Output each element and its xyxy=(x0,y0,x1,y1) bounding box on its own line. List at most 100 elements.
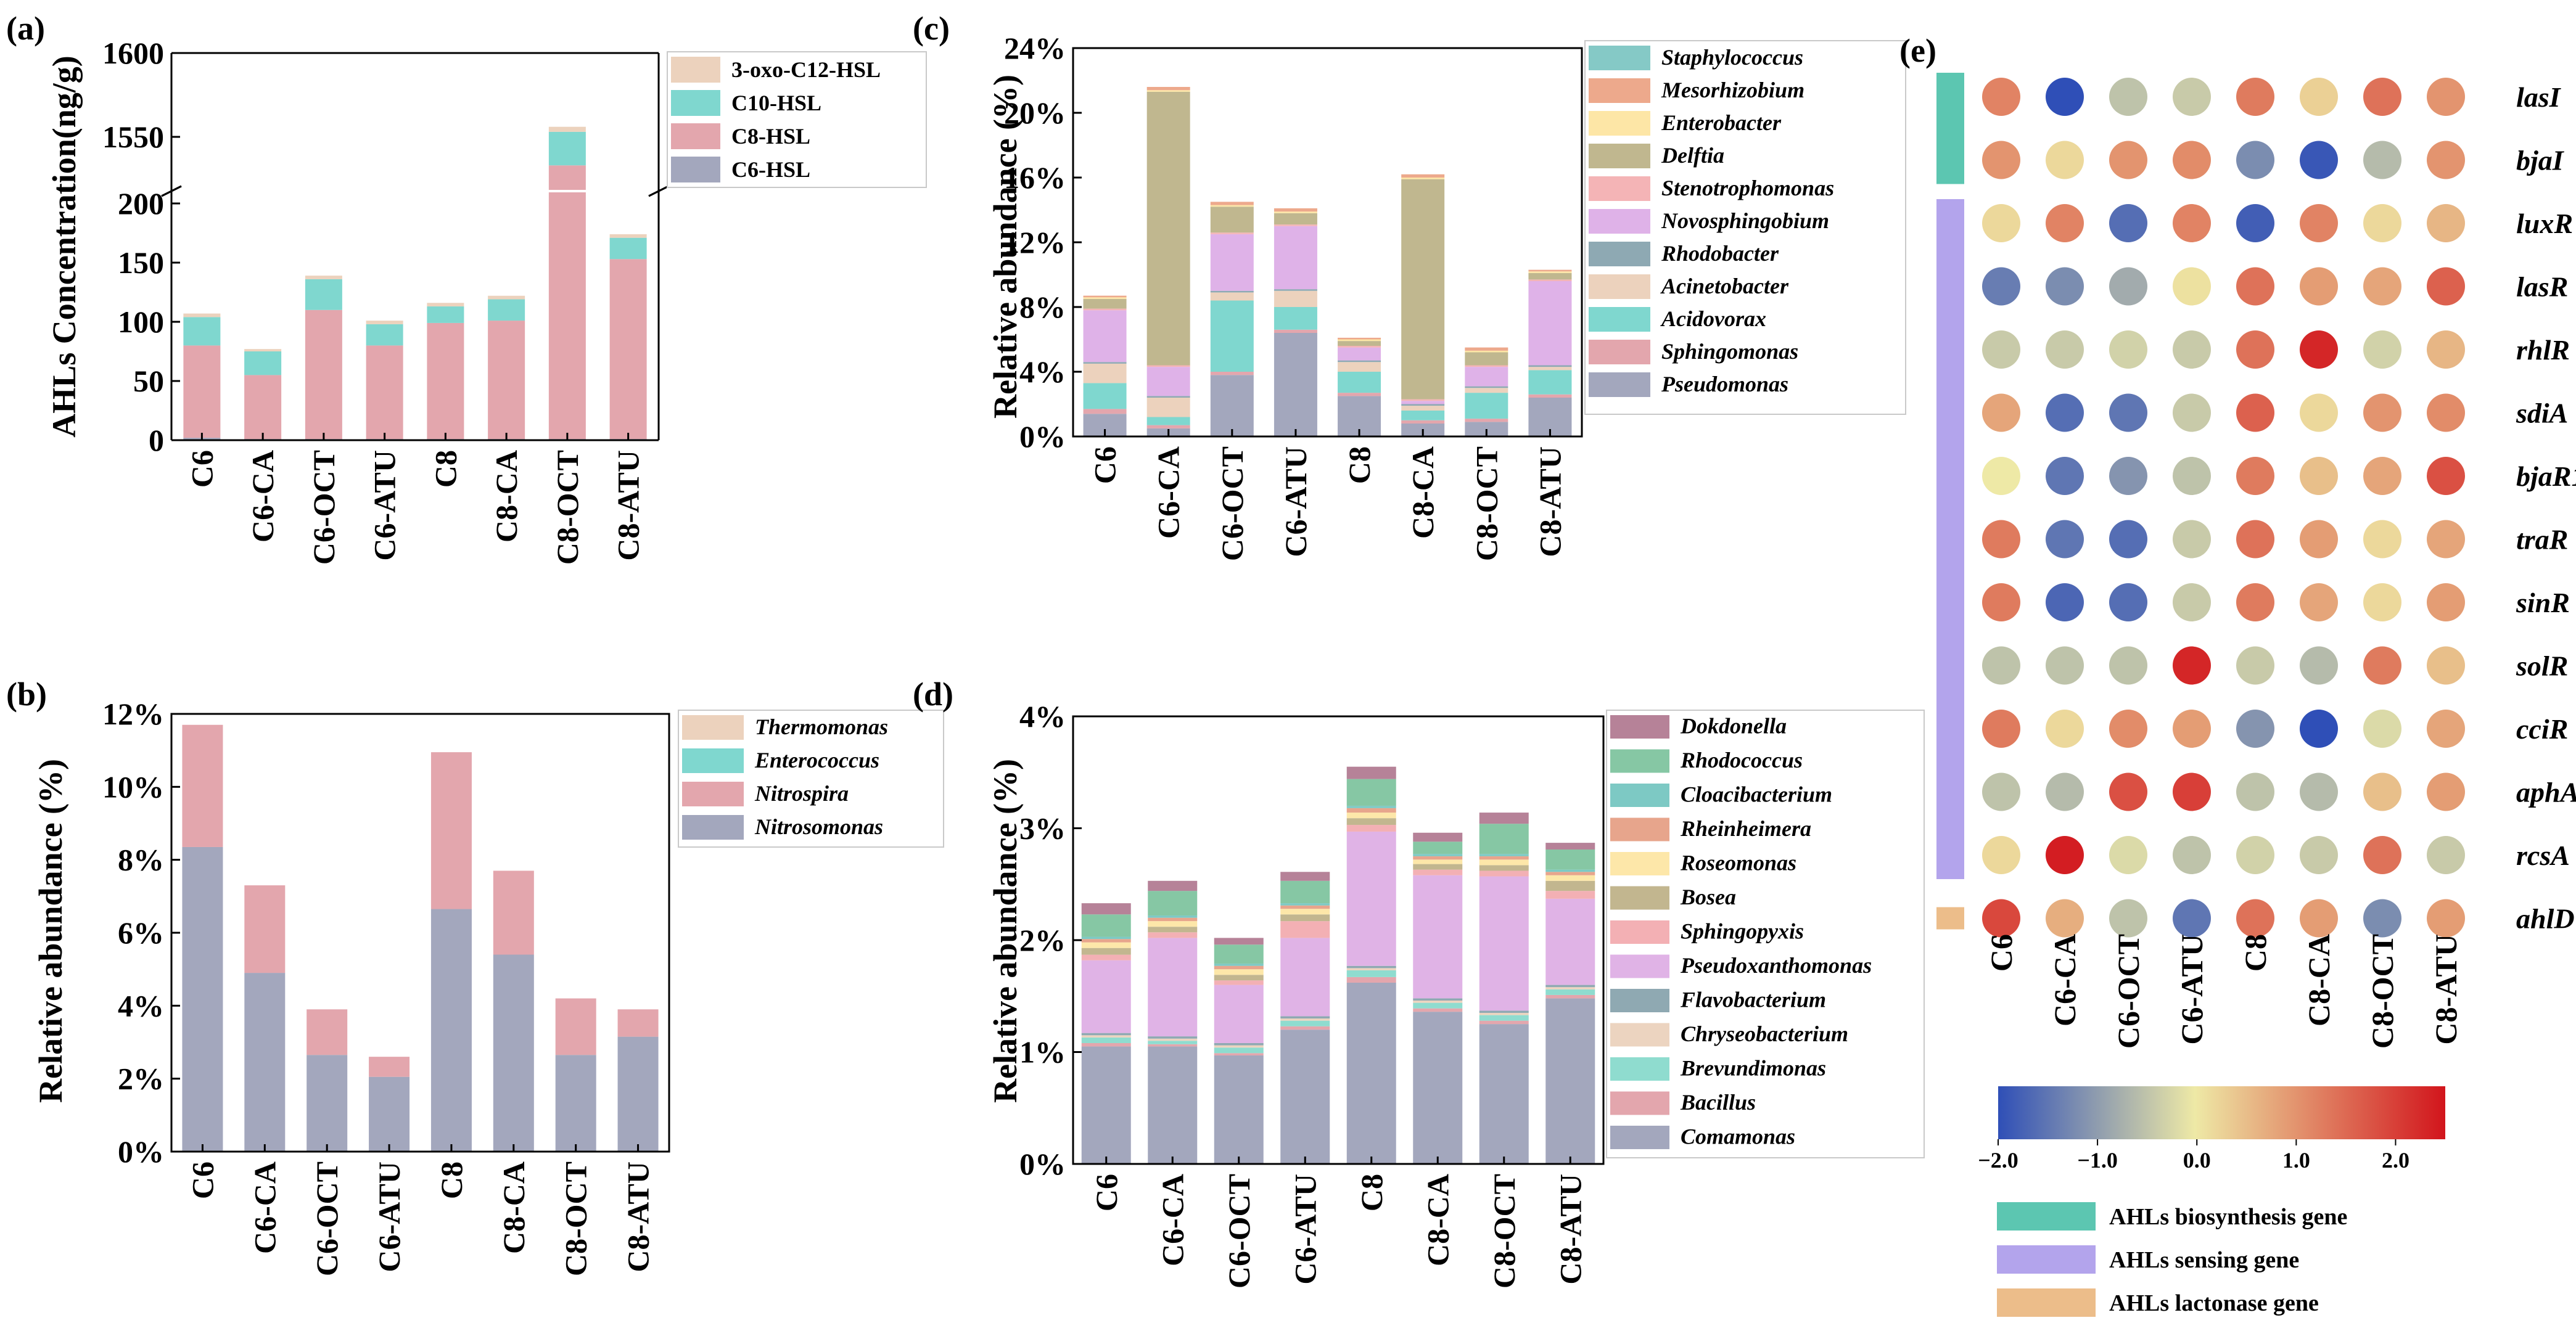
panel-d: (d) 0% 1% 2% 3% 4% Relative abundance (%) C6 C6-… xyxy=(913,676,1924,1288)
heat-cell-lasi-c6-atu xyxy=(2173,78,2211,116)
heat-cell-sinr-c8-oct xyxy=(2363,583,2401,621)
bar-nitrospira-c8-atu xyxy=(618,1009,659,1036)
bar-flavobacterium-c6-atu xyxy=(1280,1016,1330,1018)
bar-c8-hsl-c6 xyxy=(183,345,220,438)
heat-cell-luxr-c6 xyxy=(1982,204,2020,242)
heat-cell-ccir-c8 xyxy=(2236,710,2274,748)
heat-cell-ahld-c8-ca xyxy=(2300,899,2338,938)
heat-cell-bjar1-c8-atu xyxy=(2427,457,2465,495)
column-label-c8-oct: C8-OCT xyxy=(2365,934,2400,1049)
bar-dokdonella-c6-atu xyxy=(1280,872,1330,881)
y-tick-label-0: 0% xyxy=(118,1134,164,1169)
group-legend-label-ahls-lactonase-gene: AHLs lactonase gene xyxy=(2109,1290,2319,1316)
bar-rhodobacter-c8 xyxy=(1338,361,1381,362)
legend-label-staphylococcus: Staphylococcus xyxy=(1661,45,1803,70)
column-label-c6-oct: C6-OCT xyxy=(2111,934,2146,1049)
heat-cell-ahld-c6-oct xyxy=(2109,899,2147,938)
bar-pseudomonas-c6-oct xyxy=(1211,375,1254,436)
bar-stenotrophomonas-c8-oct xyxy=(1465,366,1508,367)
heat-cell-rcsa-c6-oct xyxy=(2109,836,2147,874)
x-tick-label-c8-oct: C8-OCT xyxy=(559,1161,593,1276)
y-tick-label-1600: 1600 xyxy=(102,36,164,70)
group-legend-label-ahls-biosynthesis-gene: AHLs biosynthesis gene xyxy=(2109,1204,2347,1230)
legend-label-sphingomonas: Sphingomonas xyxy=(1661,339,1798,364)
bar-acidovorax-c6-ca xyxy=(1147,417,1190,425)
heat-cell-apha-c6-oct xyxy=(2109,773,2147,811)
heat-cell-ahld-c8-atu xyxy=(2427,899,2465,938)
bar-stenotrophomonas-c8 xyxy=(1338,346,1381,348)
panel-c: (c)0%4%8%12%16%20%24%Relative abundance … xyxy=(913,10,1906,561)
row-label-bjar1: bjaR1 xyxy=(2516,461,2576,492)
legend-label-brevundimonas: Brevundimonas xyxy=(1680,1056,1826,1081)
heat-cell-bjar1-c8-ca xyxy=(2300,457,2338,495)
column-label-c8: C8 xyxy=(2238,934,2273,972)
legend-label-nitrosomonas: Nitrosomonas xyxy=(754,814,883,839)
bar-roseomonas-c6 xyxy=(1082,943,1131,948)
heat-cell-sdia-c8-oct xyxy=(2363,394,2401,432)
legend-swatch-dokdonella xyxy=(1610,715,1669,739)
x-tick-label-c6-atu: C6-ATU xyxy=(1288,1174,1322,1285)
heat-cell-ccir-c8-oct xyxy=(2363,710,2401,748)
column-label-c8-ca: C8-CA xyxy=(2302,934,2336,1026)
y-tick-label-200: 200 xyxy=(118,186,164,221)
bar-acidovorax-c8 xyxy=(1338,372,1381,393)
bar-cloacibacterium-c6-oct xyxy=(1214,964,1264,966)
bar-dokdonella-c6-oct xyxy=(1214,938,1264,944)
heat-cell-ahld-c8 xyxy=(2236,899,2274,938)
heat-cell-ahld-c8-oct xyxy=(2363,899,2401,938)
colorbar-tick-label-0-0: 0.0 xyxy=(2183,1148,2211,1173)
colorbar-tick-label-2-0: 2.0 xyxy=(2382,1148,2409,1173)
legend-label-c8-hsl: C8-HSL xyxy=(731,124,810,149)
group-bar-ahls-lactonase-gene xyxy=(1936,907,1964,930)
bar-nitrospira-c8-ca xyxy=(493,870,534,954)
bar-chryseobacterium-c6 xyxy=(1082,1035,1131,1038)
bar-nitrospira-c6-ca xyxy=(244,885,285,973)
bar-nitrosomonas-c8-ca xyxy=(493,955,534,1152)
bar-c10-hsl-c8-oct xyxy=(549,132,586,165)
heat-cell-ccir-c8-atu xyxy=(2427,710,2465,748)
x-tick-label-c6-oct: C6-OCT xyxy=(307,450,341,565)
y-tick-label-0: 0% xyxy=(1019,1147,1066,1181)
bar-roseomonas-c6-ca xyxy=(1148,921,1197,927)
legend-swatch-rhodococcus xyxy=(1610,750,1669,773)
row-label-ccir: cciR xyxy=(2516,713,2568,745)
x-tick-label-c6-atu: C6-ATU xyxy=(368,450,402,561)
x-tick-label-c6: C6 xyxy=(185,1161,220,1199)
bar-acinetobacter-c6-oct xyxy=(1211,292,1254,300)
bar-pseudomonas-c6-atu xyxy=(1274,333,1317,436)
bar-rhodobacter-c8-atu xyxy=(1528,366,1571,367)
legend-label-c6-hsl: C6-HSL xyxy=(731,157,810,182)
bar-enterobacter-c6-atu xyxy=(1274,211,1317,213)
y-tick-label-1: 1% xyxy=(1019,1035,1066,1070)
bar-nitrospira-c8-oct xyxy=(556,999,596,1055)
x-tick-label-c6: C6 xyxy=(1089,1174,1124,1211)
bar-bosea-c6-ca xyxy=(1148,927,1197,932)
x-tick-label-c8: C8 xyxy=(1354,1174,1389,1211)
heat-cell-trar-c6-atu xyxy=(2173,520,2211,559)
column-label-c8-atu: C8-ATU xyxy=(2429,934,2463,1045)
legend-swatch-rhodobacter xyxy=(1589,242,1650,266)
bar-nitrosomonas-c6-oct xyxy=(307,1055,347,1152)
legend-swatch-stenotrophomonas xyxy=(1589,176,1650,201)
panel-b: (b)0%2%4%6%8%10%12%Relative abundance (%… xyxy=(6,676,944,1276)
heat-cell-solr-c6-atu xyxy=(2173,647,2211,685)
heat-cell-trar-c8-atu xyxy=(2427,520,2465,559)
bar-pseudoxanthomonas-c8-ca xyxy=(1413,875,1462,999)
heat-cell-apha-c8-atu xyxy=(2427,773,2465,811)
bar-chryseobacterium-c8-atu xyxy=(1545,987,1595,989)
heat-cell-luxr-c8-oct xyxy=(2363,204,2401,242)
x-tick-label-c8-oct: C8-OCT xyxy=(1487,1174,1521,1288)
x-tick-label-c6-oct: C6-OCT xyxy=(1215,446,1249,561)
x-tick-label-c6-atu: C6-ATU xyxy=(372,1161,406,1272)
heat-cell-trar-c8-ca xyxy=(2300,520,2338,559)
bar-acidovorax-c6 xyxy=(1084,383,1127,409)
legend-swatch-3-oxo-c12-hsl xyxy=(671,57,720,83)
group-legend-swatch-ahls-lactonase-gene xyxy=(1997,1288,2096,1317)
x-tick-label-c8: C8 xyxy=(1342,446,1376,484)
legend-swatch-enterobacter xyxy=(1589,111,1650,136)
column-label-c6-ca: C6-CA xyxy=(2047,934,2082,1026)
heat-cell-lasr-c8 xyxy=(2236,268,2274,306)
heat-cell-apha-c8 xyxy=(2236,773,2274,811)
heat-cell-sdia-c8 xyxy=(2236,394,2274,432)
legend-label-roseomonas: Roseomonas xyxy=(1680,851,1796,875)
